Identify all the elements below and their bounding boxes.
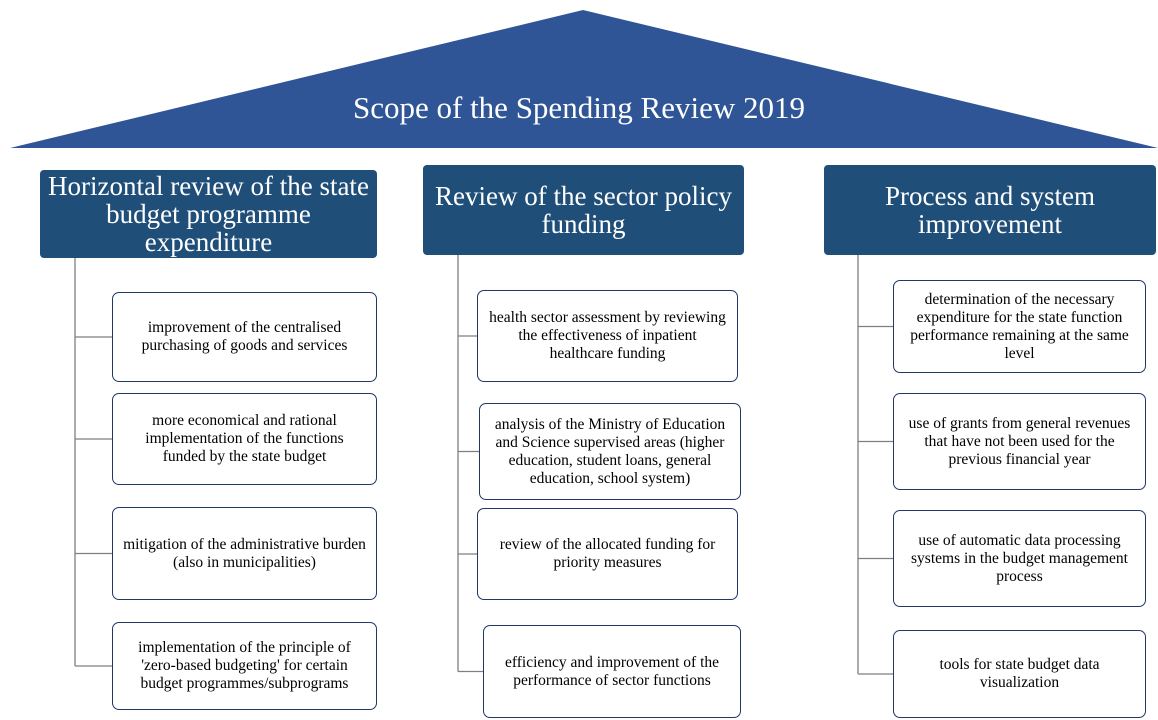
column-heading: Review of the sector policy funding bbox=[423, 165, 744, 255]
column-heading: Horizontal review of the state budget pr… bbox=[40, 170, 377, 258]
item-box: implementation of the principle of 'zero… bbox=[112, 622, 377, 710]
item-box: improvement of the centralised purchasin… bbox=[112, 292, 377, 382]
item-box: analysis of the Ministry of Education an… bbox=[479, 403, 741, 500]
item-box: use of automatic data processing systems… bbox=[893, 510, 1146, 607]
item-box: review of the allocated funding for prio… bbox=[477, 508, 738, 600]
diagram-title: Scope of the Spending Review 2019 bbox=[352, 90, 805, 125]
column-heading: Process and system improvement bbox=[824, 165, 1156, 255]
item-box: mitigation of the administrative burden … bbox=[112, 507, 377, 600]
item-box: more economical and rational implementat… bbox=[112, 393, 377, 485]
item-box: efficiency and improvement of the perfor… bbox=[483, 625, 741, 718]
roof bbox=[10, 10, 1158, 148]
item-box: health sector assessment by reviewing th… bbox=[477, 290, 738, 382]
item-box: tools for state budget data visualizatio… bbox=[893, 630, 1146, 718]
item-box: use of grants from general revenues that… bbox=[893, 393, 1146, 490]
item-box: determination of the necessary expenditu… bbox=[893, 280, 1146, 373]
